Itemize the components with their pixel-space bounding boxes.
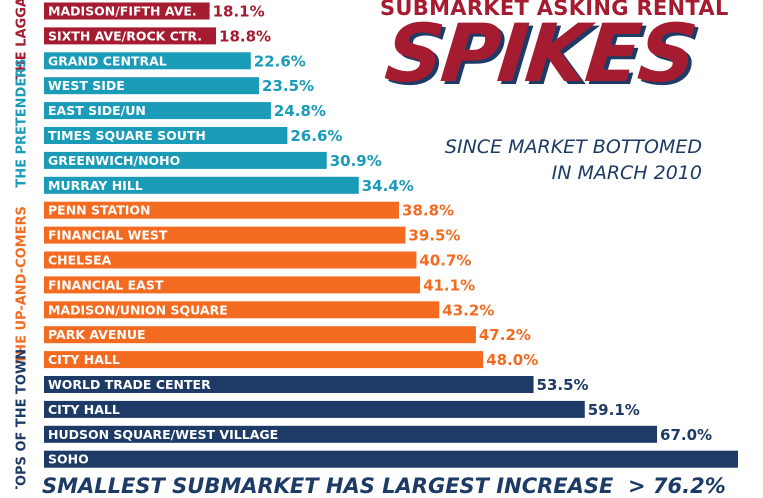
bar-label-penn-station: PENN STATION	[48, 203, 151, 218]
bar-grand-central	[44, 52, 251, 70]
bar-times-square-south	[44, 127, 288, 144]
value-label-financial-west: 39.5%	[408, 227, 460, 245]
value-label-times-square-south: 26.6%	[290, 127, 342, 145]
bar-label-world-trade-center: WORLD TRADE CENTER	[48, 377, 211, 392]
bar-label-sixth-ave-rock-ctr: SIXTH AVE/ROCK CTR.	[48, 28, 202, 43]
bar-label-park-avenue: PARK AVENUE	[48, 327, 146, 342]
bar-label-financial-west: FINANCIAL WEST	[48, 228, 168, 243]
bar-label-west-side: WEST SIDE	[48, 78, 125, 93]
bar-greenwich-noho	[44, 151, 327, 169]
bar-label-madison-fifth-ave: MADISON/FIFTH AVE.	[48, 4, 197, 19]
bar-sixth-ave-rock-ctr	[44, 27, 217, 45]
bar-city-hall	[44, 351, 484, 369]
value-label-world-trade-center: 53.5%	[537, 376, 589, 394]
bar-city-hall	[44, 400, 585, 418]
value-label-madison-union-square: 43.2%	[442, 301, 494, 319]
chart-title: SPIKES	[381, 7, 700, 100]
bar-world-trade-center	[44, 376, 534, 393]
value-label-financial-east: 41.1%	[423, 276, 475, 294]
value-label-park-avenue: 47.2%	[479, 326, 531, 344]
group-label-tops: TOPS OF THE TOWN	[15, 349, 30, 489]
bar-murray-hill	[44, 176, 359, 194]
bar-soho	[44, 450, 738, 468]
value-label-sixth-ave-rock-ctr: 18.8%	[219, 27, 271, 45]
value-label-penn-station: 38.8%	[402, 202, 454, 220]
bar-label-greenwich-noho: GREENWICH/NOHO	[48, 153, 180, 168]
bar-label-soho: SOHO	[48, 452, 89, 467]
value-label-greenwich-noho: 30.9%	[330, 152, 382, 170]
bar-park-avenue	[44, 326, 476, 344]
value-label-grand-central: 22.6%	[254, 52, 306, 70]
value-label-hudson-square-west-village: 67.0%	[660, 426, 712, 444]
group-label-up_and_comers: THE UP-AND-COMERS	[15, 206, 30, 364]
value-label-murray-hill: 34.4%	[362, 177, 414, 195]
bar-chelsea	[44, 251, 417, 269]
chart-kicker: SUBMARKET ASKING RENTAL	[380, 0, 729, 20]
bar-madison-fifth-ave	[44, 2, 210, 20]
chart-subtitle: SINCE MARKET BOTTOMED IN MARCH 2010	[444, 136, 702, 184]
bar-financial-west	[44, 226, 406, 244]
bar-label-chelsea: CHELSEA	[48, 253, 112, 268]
footer-note: SMALLEST SUBMARKET HAS LARGEST INCREASE	[42, 474, 614, 498]
bar-madison-union-square	[44, 301, 440, 319]
bar-west-side	[44, 77, 260, 95]
bar-label-times-square-south: TIMES SQUARE SOUTH	[48, 128, 206, 143]
value-label-madison-fifth-ave: 18.1%	[213, 3, 265, 21]
bar-penn-station	[44, 201, 400, 219]
value-label-east-side-un: 24.8%	[274, 102, 326, 120]
group-label-pretenders: THE PRETENDERS	[15, 58, 30, 187]
bar-label-financial-east: FINANCIAL EAST	[48, 277, 164, 292]
bar-label-hudson-square-west-village: HUDSON SQUARE/WEST VILLAGE	[48, 427, 278, 442]
value-label-west-side: 23.5%	[262, 77, 314, 95]
bar-east-side-un	[44, 102, 271, 120]
bar-label-madison-union-square: MADISON/UNION SQUARE	[48, 302, 228, 317]
bar-label-grand-central: GRAND CENTRAL	[48, 53, 167, 68]
bar-label-city-hall: CITY HALL	[48, 352, 120, 367]
bar-label-city-hall: CITY HALL	[48, 402, 120, 417]
bar-label-murray-hill: MURRAY HILL	[48, 178, 143, 193]
group-label-laggards: THE LAGGARDS	[15, 0, 30, 80]
value-label-city-hall: 48.0%	[486, 351, 538, 369]
value-label-city-hall: 59.1%	[588, 401, 640, 419]
bar-label-east-side-un: EAST SIDE/UN	[48, 103, 146, 118]
bar-hudson-square-west-village	[44, 425, 658, 443]
footer-soho-value: > 76.2%	[628, 474, 726, 498]
value-label-chelsea: 40.7%	[419, 252, 471, 270]
bar-financial-east	[44, 276, 421, 294]
